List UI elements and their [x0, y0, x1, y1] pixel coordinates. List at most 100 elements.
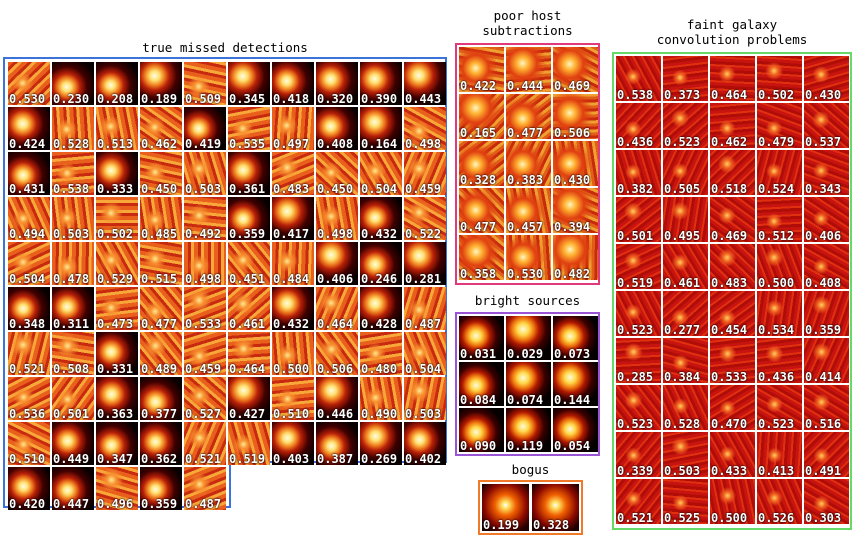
- cutout-tile: 0.331: [96, 332, 138, 375]
- cutout-tile: 0.497: [272, 107, 314, 150]
- cutout-tile: 0.462: [710, 103, 755, 148]
- tile-score: 0.522: [405, 227, 442, 241]
- cutout-tile: 0.521: [8, 332, 50, 375]
- cutout-tile: 0.144: [553, 362, 598, 406]
- cutout-tile: 0.450: [316, 152, 358, 195]
- tile-score: 0.311: [53, 317, 90, 331]
- cutout-tile: 0.436: [757, 338, 802, 383]
- cutout-tile: 0.406: [804, 197, 849, 242]
- cutout-tile: 0.504: [360, 152, 402, 195]
- tile-score: 0.503: [185, 182, 222, 196]
- tile-score: 0.505: [664, 182, 701, 196]
- bogus-grid: 0.199 0.328: [482, 484, 579, 531]
- tile-score: 0.461: [229, 317, 266, 331]
- tile-score: 0.469: [711, 229, 748, 243]
- cutout-tile: 0.513: [96, 107, 138, 150]
- tile-score: 0.331: [97, 362, 134, 376]
- tile-score: 0.373: [664, 88, 701, 102]
- cutout-tile: 0.451: [228, 242, 270, 285]
- tile-score: 0.512: [758, 229, 795, 243]
- cutout-tile: 0.535: [228, 107, 270, 150]
- cutout-tile: 0.363: [96, 377, 138, 420]
- tile-score: 0.422: [460, 79, 497, 93]
- tile-score: 0.418: [273, 92, 310, 106]
- cutout-tile: 0.533: [710, 338, 755, 383]
- tile-score: 0.164: [361, 137, 398, 151]
- tile-score: 0.473: [97, 317, 134, 331]
- cutout-tile: 0.164: [360, 107, 402, 150]
- cutout-tile: 0.505: [663, 150, 708, 195]
- cutout-tile: 0.498: [316, 197, 358, 240]
- cutout-tile: 0.483: [272, 152, 314, 195]
- tile-score: 0.521: [617, 511, 654, 525]
- tile-score: 0.461: [664, 276, 701, 290]
- cutout-tile: 0.536: [8, 377, 50, 420]
- tile-score: 0.269: [361, 452, 398, 466]
- cutout-tile: 0.500: [272, 332, 314, 375]
- cutout-tile: 0.348: [8, 287, 50, 330]
- cutout-tile: 0.328: [459, 141, 504, 186]
- cutout-tile: 0.500: [757, 244, 802, 289]
- poor-host-title: poor host subtractions: [482, 8, 573, 38]
- cutout-tile: 0.501: [616, 197, 661, 242]
- tile-score: 0.501: [617, 229, 654, 243]
- tile-score: 0.477: [141, 317, 178, 331]
- cutout-tile: 0.090: [459, 408, 504, 452]
- bogus-frame: [478, 480, 583, 535]
- cutout-tile: 0.496: [96, 467, 138, 510]
- cutout-tile: 0.457: [506, 188, 551, 233]
- tile-score: 0.408: [805, 276, 842, 290]
- tile-score: 0.359: [141, 497, 178, 511]
- cutout-tile: 0.431: [8, 152, 50, 195]
- cutout-tile: 0.422: [459, 47, 504, 92]
- tile-score: 0.431: [9, 182, 46, 196]
- cutout-tile: 0.383: [506, 141, 551, 186]
- tile-score: 0.414: [805, 370, 842, 384]
- cutout-tile: 0.320: [316, 62, 358, 105]
- cutout-tile: 0.504: [404, 332, 446, 375]
- tile-score: 0.246: [361, 272, 398, 286]
- tile-score: 0.443: [405, 92, 442, 106]
- cutout-tile: 0.477: [140, 287, 182, 330]
- tile-score: 0.504: [9, 272, 46, 286]
- tile-score: 0.533: [185, 317, 222, 331]
- cutout-tile: 0.464: [228, 332, 270, 375]
- tile-score: 0.387: [317, 452, 354, 466]
- tile-score: 0.500: [758, 276, 795, 290]
- poor-host-frame: [455, 43, 600, 285]
- tile-score: 0.208: [97, 92, 134, 106]
- tile-score: 0.508: [53, 362, 90, 376]
- cutout-tile: 0.500: [710, 479, 755, 524]
- cutout-tile: 0.487: [404, 287, 446, 330]
- tile-score: 0.420: [9, 497, 46, 511]
- tile-score: 0.363: [97, 407, 134, 421]
- tile-score: 0.533: [711, 370, 748, 384]
- tile-score: 0.339: [617, 464, 654, 478]
- tile-score: 0.529: [97, 272, 134, 286]
- cutout-tile: 0.522: [404, 197, 446, 240]
- tile-score: 0.320: [317, 92, 354, 106]
- cutout-tile: 0.461: [228, 287, 270, 330]
- cutout-tile: 0.358: [459, 235, 504, 280]
- tile-score: 0.478: [53, 272, 90, 286]
- tile-score: 0.084: [460, 393, 497, 407]
- bright-sources-title: bright sources: [474, 293, 581, 308]
- cutout-tile: 0.199: [482, 484, 529, 531]
- cutout-tile: 0.502: [757, 56, 802, 101]
- tile-score: 0.479: [758, 135, 795, 149]
- tile-score: 0.436: [617, 135, 654, 149]
- cutout-tile: 0.510: [272, 377, 314, 420]
- cutout-tile: 0.494: [8, 197, 50, 240]
- cutout-tile: 0.414: [804, 338, 849, 383]
- tile-score: 0.518: [711, 182, 748, 196]
- cutout-tile: 0.444: [506, 47, 551, 92]
- tile-score: 0.490: [361, 407, 398, 421]
- tile-score: 0.501: [53, 407, 90, 421]
- tile-score: 0.504: [361, 182, 398, 196]
- cutout-tile: 0.413: [757, 432, 802, 477]
- tile-score: 0.492: [185, 227, 222, 241]
- cutout-tile: 0.420: [8, 467, 50, 510]
- cutout-tile: 0.498: [184, 242, 226, 285]
- tile-score: 0.535: [229, 137, 266, 151]
- cutout-tile: 0.449: [52, 422, 94, 465]
